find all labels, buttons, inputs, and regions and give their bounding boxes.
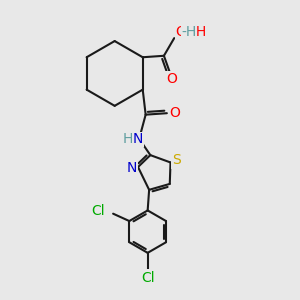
Text: S: S xyxy=(172,153,182,167)
Text: -H: -H xyxy=(181,25,196,39)
Text: N: N xyxy=(126,160,137,175)
Text: H: H xyxy=(123,132,133,146)
Text: O: O xyxy=(170,106,181,120)
Text: O: O xyxy=(167,72,177,86)
Text: O: O xyxy=(175,25,186,39)
Text: N: N xyxy=(133,132,143,146)
Text: Cl: Cl xyxy=(141,271,155,285)
Text: Cl: Cl xyxy=(91,204,105,218)
Text: OH: OH xyxy=(185,25,207,39)
